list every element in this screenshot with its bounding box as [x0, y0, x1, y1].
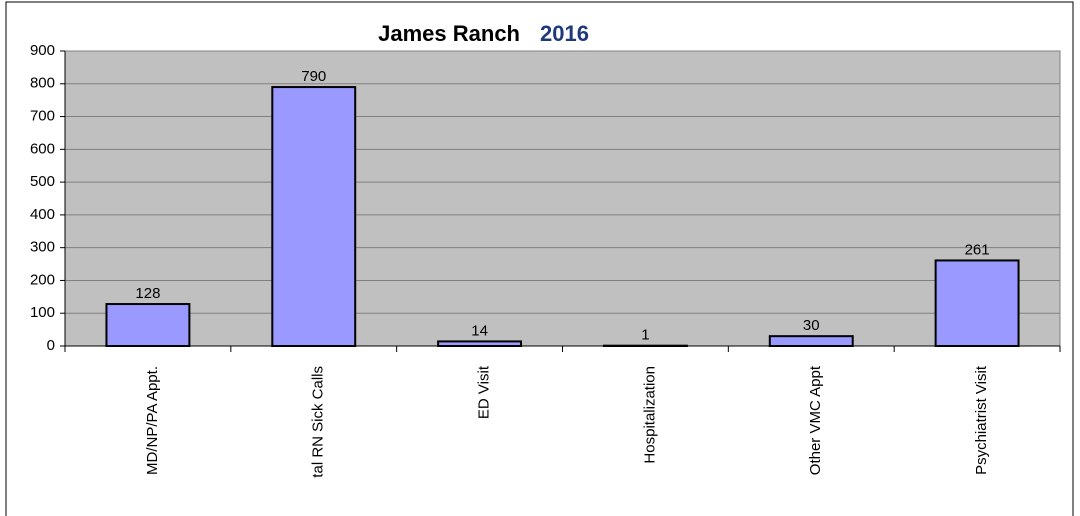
y-tick-label: 900: [30, 42, 55, 59]
x-tick-label: MD/NP/PA Appt.: [144, 366, 161, 475]
value-label: 14: [471, 322, 488, 339]
x-tick-label: ED Visit: [476, 365, 493, 419]
value-label: 261: [965, 241, 990, 258]
y-tick-label: 600: [30, 140, 55, 157]
bar: [271, 86, 357, 348]
x-tick-label: Hospitalization: [641, 366, 658, 464]
y-tick-label: 200: [30, 271, 55, 288]
y-tick-label: 100: [30, 304, 55, 321]
y-tick-label: 800: [30, 75, 55, 92]
chart-frame: [5, 1, 1074, 516]
y-tick-label: 300: [30, 239, 55, 256]
bar: [437, 340, 523, 347]
bar: [934, 259, 1020, 348]
y-tick-label: 0: [47, 337, 55, 354]
value-label: 128: [135, 285, 160, 302]
x-tick-label: Psychiatrist Visit: [973, 365, 990, 475]
x-tick-label: Other VMC Appt: [807, 365, 824, 475]
y-tick-label: 400: [30, 206, 55, 223]
value-label: 1: [641, 327, 649, 344]
y-tick-label: 500: [30, 173, 55, 190]
bar: [105, 303, 191, 347]
x-tick-label: tal RN Sick Calls: [310, 366, 327, 478]
y-tick-label: 700: [30, 108, 55, 125]
value-label: 790: [301, 68, 326, 85]
value-label: 30: [803, 317, 820, 334]
plot-area: [64, 50, 1061, 347]
chart-title: James Ranch: [378, 21, 520, 46]
bar: [768, 335, 854, 347]
chart-subtitle: 2016: [540, 21, 589, 46]
